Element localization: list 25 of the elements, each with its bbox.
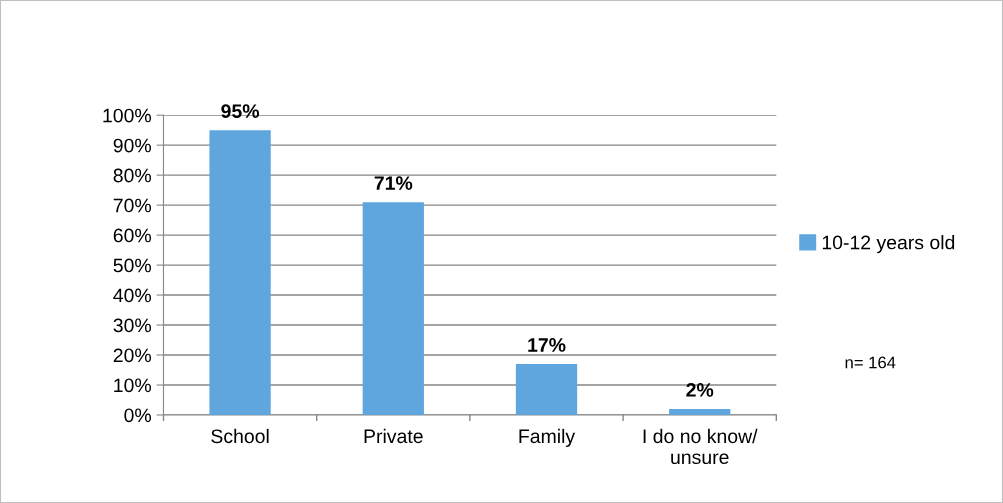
bar [669,408,731,415]
y-tick-label: 40% [113,288,151,303]
legend-label: 10-12 years old [822,235,955,254]
data-label: 2% [686,383,714,397]
y-tick-label: 50% [113,258,151,273]
y-tick-label: 0% [124,408,151,423]
y-tick-label: 60% [113,228,151,243]
y-tick-label: 90% [113,138,151,153]
y-tick-label: 70% [113,198,151,213]
y-tick-label: 20% [113,348,151,363]
x-tick-label: Family [519,428,576,447]
y-tick-label: 10% [114,378,151,393]
x-tick-label: I do no know/ unsure [643,428,758,465]
y-tick-label: 80% [113,168,151,183]
x-tick-label: School [211,428,269,444]
x-tick-label: Private [364,428,423,444]
bar [515,364,578,415]
data-label: 17% [528,338,566,352]
bar [209,130,271,415]
data-label: 95% [221,104,260,118]
y-tick-label: 30% [113,318,151,333]
text: n= 164 [845,356,896,369]
bar [362,202,424,415]
y-tick-label: 100% [103,108,151,123]
data-label: 71% [374,176,413,190]
